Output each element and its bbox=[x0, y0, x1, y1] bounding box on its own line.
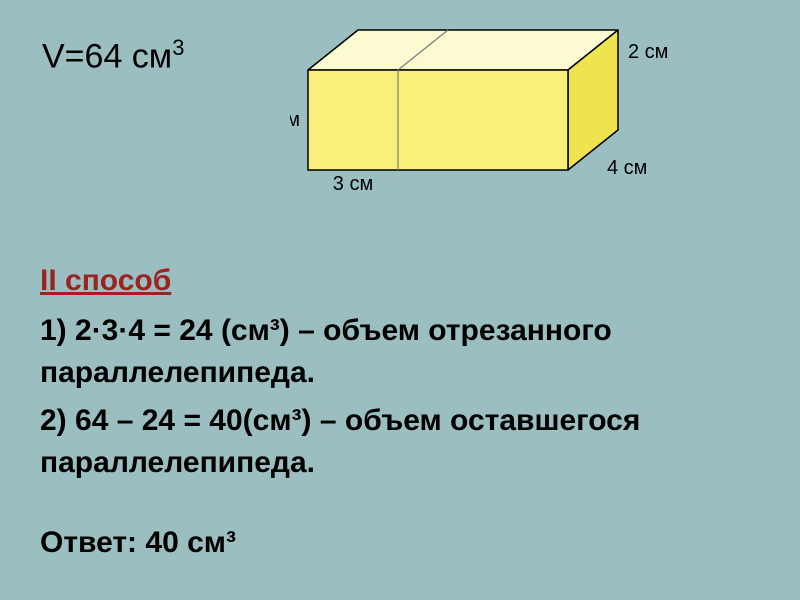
formula-prefix: V=64 см bbox=[42, 37, 172, 75]
label-left: 2 см bbox=[290, 109, 300, 131]
answer-line: Ответ: 40 см³ bbox=[40, 522, 780, 564]
box-diagram: 2 см 3 см 2 см 4 см bbox=[290, 20, 690, 220]
formula-exponent: 3 bbox=[172, 35, 184, 60]
method-heading: II способ bbox=[40, 260, 780, 302]
step-1: 1) 2·3·4 = 24 (см³) – объем отрезанного … bbox=[40, 310, 780, 394]
label-right-top: 2 см bbox=[628, 41, 668, 63]
volume-formula: V=64 см3 bbox=[42, 35, 184, 76]
label-bottom: 3 см bbox=[333, 173, 373, 195]
label-right-bottom: 4 см bbox=[607, 157, 647, 179]
step-2: 2) 64 – 24 = 40(см³) – объем оставшегося… bbox=[40, 400, 780, 484]
solution-content: II способ 1) 2·3·4 = 24 (см³) – объем от… bbox=[40, 260, 780, 564]
